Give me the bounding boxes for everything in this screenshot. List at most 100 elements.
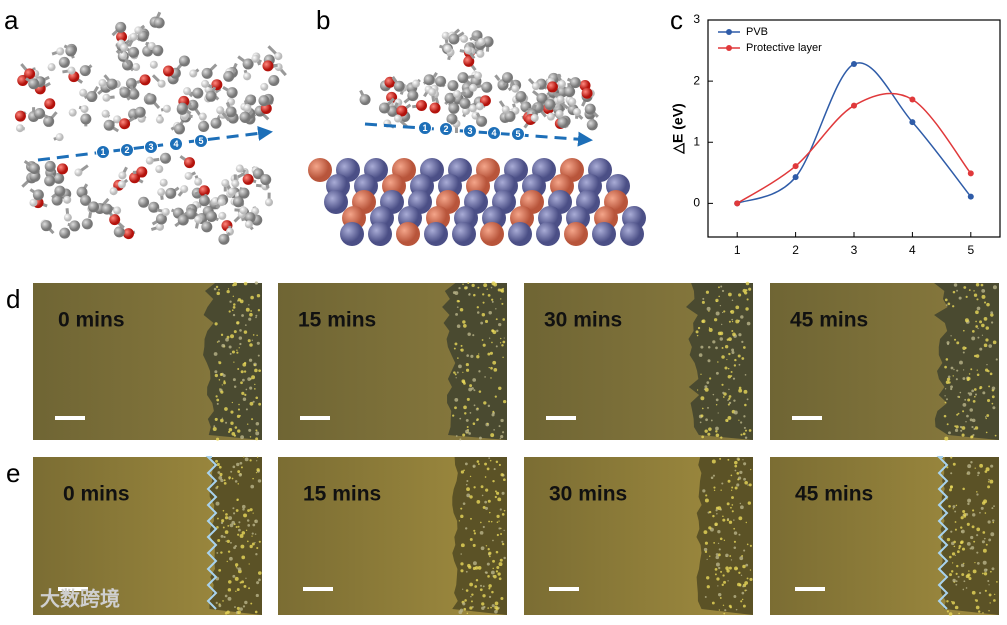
speckle [480,522,482,524]
speckle [485,489,488,492]
speckle [738,534,740,536]
speckle [975,393,977,395]
speckle [244,330,247,333]
speckle [504,510,506,512]
speckle [746,282,750,286]
speckle [959,545,962,548]
speckle [713,486,715,488]
speckle [233,306,236,309]
speckle [948,375,951,378]
speckle [976,298,978,300]
speckle [700,374,701,375]
speckle [952,579,955,582]
speckle [990,373,993,376]
speckle [953,369,954,370]
speckle [483,526,485,528]
speckle [948,431,951,434]
speckle [970,548,972,550]
speckle [696,330,699,333]
speckle [492,480,494,482]
speckle [734,461,738,465]
speckle [216,602,218,604]
speckle [972,330,975,333]
speckle [496,570,498,572]
speckle [971,336,975,340]
speckle [498,387,501,390]
atom [585,104,596,115]
speckle [992,387,996,391]
speckle [230,411,233,414]
speckle [227,561,228,562]
speckle [240,381,243,384]
speckle [468,388,472,392]
speckle [726,359,727,360]
speckle [986,326,989,329]
speckle [255,317,257,319]
speckle [733,528,735,530]
speckle [716,312,720,316]
atom [460,35,468,43]
atom [119,87,130,98]
atom [150,61,158,69]
speckle [962,510,965,513]
speckle [470,518,472,520]
speckle [713,475,715,477]
speckle [993,285,997,289]
speckle [952,552,955,555]
speckle [948,303,951,306]
speckle [707,585,710,588]
speckle [487,468,490,471]
speckle [700,414,703,417]
speckle [224,479,226,481]
speckle [502,318,505,321]
speckle [247,509,250,512]
speckle [251,536,252,537]
speckle [219,379,221,381]
time-label: 30 mins [544,309,622,332]
speckle [958,413,960,415]
atom [544,99,555,110]
speckle [473,465,476,468]
speckle [736,472,739,475]
speckle [966,415,969,418]
speckle [729,605,732,608]
speckle [963,369,964,370]
speckle [496,330,498,332]
speckle [705,494,707,496]
speckle [491,287,493,289]
speckle [718,332,722,336]
speckle [496,345,498,347]
speckle [500,289,503,292]
speckle [472,334,474,336]
speckle [218,604,221,607]
atom [556,110,564,118]
speckle [455,373,457,375]
atom [231,180,239,188]
speckle [992,403,994,405]
speckle [482,339,484,341]
speckle [737,478,739,480]
atom [424,222,448,246]
speckle [741,555,743,557]
speckle [463,502,466,505]
speckle [728,353,730,355]
speckle [467,426,469,428]
speckle [722,515,724,517]
speckle [238,526,240,528]
atom [218,198,226,206]
speckle [220,479,223,482]
atom [146,157,154,165]
speckle [496,492,499,495]
speckle [216,552,218,554]
speckle [500,559,503,562]
speckle [223,527,225,529]
speckle [984,572,987,575]
speckle [469,606,472,609]
speckle [490,607,492,609]
speckle [228,588,231,591]
speckle [215,418,218,421]
speckle [491,571,495,575]
speckle [477,408,479,410]
speckle [230,353,232,355]
speckle [951,367,954,370]
